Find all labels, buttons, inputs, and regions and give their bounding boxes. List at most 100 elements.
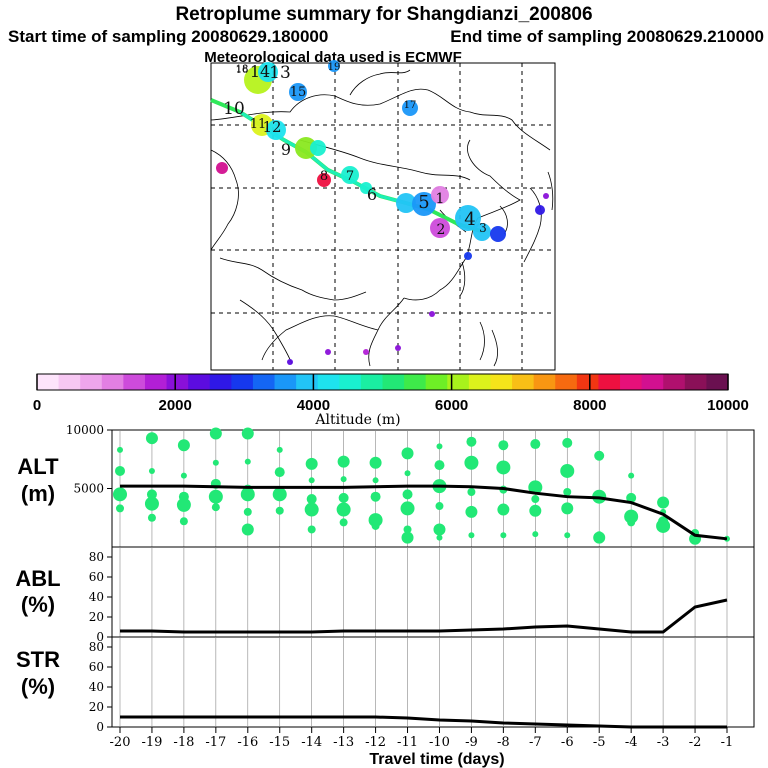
colorbar-cell xyxy=(166,374,189,390)
plume-dot xyxy=(412,192,436,216)
plume-dot xyxy=(490,226,506,242)
altitude-scatter-point xyxy=(208,489,223,504)
altitude-scatter-point xyxy=(627,518,636,527)
altitude-scatter-point xyxy=(562,437,573,448)
trajectory-day-label: 3 xyxy=(479,221,487,235)
colorbar-cell xyxy=(360,374,384,390)
altitude-scatter-point xyxy=(272,487,287,502)
colorbar-cell xyxy=(252,374,276,390)
plume-dot xyxy=(543,193,549,199)
altitude-scatter-point xyxy=(436,443,443,450)
altitude-scatter-point xyxy=(498,440,509,451)
colorbar-cell xyxy=(576,374,600,390)
plume-dot xyxy=(295,137,317,159)
altitude-scatter-point xyxy=(145,432,158,445)
colorbar-cell xyxy=(490,374,513,390)
plume-dot xyxy=(395,345,401,351)
y-tick-label: 60 xyxy=(89,660,104,674)
colorbar-cell xyxy=(663,374,686,390)
x-tick-label: -14 xyxy=(301,735,322,750)
altitude-scatter-point xyxy=(144,496,159,511)
trajectory-day-label: 4 xyxy=(464,209,475,230)
y-tick-label: 5000 xyxy=(73,482,104,496)
altitude-scatter-point xyxy=(370,491,381,502)
trajectory-day-label: 9 xyxy=(281,140,291,159)
colorbar-cell xyxy=(512,374,535,390)
plume-centroid-dots xyxy=(216,60,549,365)
series-line-alt xyxy=(120,484,728,541)
x-tick-label: -17 xyxy=(205,735,226,750)
x-tick-label: -11 xyxy=(397,735,418,750)
altitude-scatter-point xyxy=(244,458,251,465)
x-axis-label: Travel time (days) xyxy=(369,751,504,768)
altitude-scatter-point xyxy=(115,465,125,476)
x-tick-label: -9 xyxy=(465,735,478,750)
trajectory-day-label: 11 xyxy=(250,117,267,132)
colorbar-cell xyxy=(296,374,319,390)
colorbar-tick-label: 8000 xyxy=(573,397,606,414)
plume-dot xyxy=(287,359,293,365)
altitude-scatter-point xyxy=(372,477,379,484)
panel-label: (m) xyxy=(21,481,55,506)
altitude-scatter-point xyxy=(148,467,155,474)
colorbar-cell xyxy=(274,374,297,390)
colorbar-cell xyxy=(598,374,621,390)
altitude-scatter-point xyxy=(468,532,475,539)
plume-dot xyxy=(266,120,286,140)
altitude-scatter-point xyxy=(113,487,127,502)
panel-abl: 0 20 40 60 80 ABL(%) xyxy=(15,546,755,644)
x-tick-label: -6 xyxy=(561,735,574,750)
plume-dot xyxy=(402,100,418,116)
altitude-scatter-point xyxy=(146,489,157,500)
colorbar-cell xyxy=(101,374,124,390)
plume-dot xyxy=(325,349,331,355)
altitude-scatter-point xyxy=(369,456,382,469)
y-tick-label: 10000 xyxy=(66,423,104,437)
trajectory-day-label: 17 xyxy=(404,100,417,111)
panel-label: ABL xyxy=(15,566,60,591)
trajectory-day-label: 16 xyxy=(236,65,249,76)
altitude-scatter-point xyxy=(466,436,477,447)
altitude-scatter-point xyxy=(497,503,510,516)
altitude-scatter-point xyxy=(241,427,254,440)
plume-dot xyxy=(360,182,372,194)
x-tick-label: -3 xyxy=(657,735,670,750)
altitude-scatter-point xyxy=(496,460,511,475)
colorbar-cell xyxy=(425,374,448,390)
colorbar-cell xyxy=(447,374,470,390)
panel-label: ALT xyxy=(17,454,59,479)
altitude-scatter-point xyxy=(628,472,635,479)
map-frame xyxy=(210,62,556,371)
x-tick-label: -5 xyxy=(593,735,606,750)
x-tick-label: -13 xyxy=(333,735,354,750)
y-tick-label: 80 xyxy=(89,640,104,654)
altitude-scatter-point xyxy=(305,457,318,470)
x-tick-label: -19 xyxy=(141,735,162,750)
altitude-scatter-point xyxy=(340,476,347,483)
panel-label: (%) xyxy=(21,592,55,617)
altitude-scatter-point xyxy=(304,502,319,517)
altitude-scatter-point xyxy=(593,531,606,544)
colorbar-cell xyxy=(382,374,405,390)
plume-dot xyxy=(473,223,491,241)
panel-label: (%) xyxy=(21,674,55,699)
y-tick-label: 40 xyxy=(89,680,104,694)
series-line-abl xyxy=(120,598,728,634)
trajectory-day-label: 14 xyxy=(250,62,270,81)
altitude-scatter-point xyxy=(626,492,637,503)
trajectory-day-label: 8 xyxy=(320,169,328,184)
plume-dot xyxy=(341,166,359,184)
altitude-scatter-point xyxy=(339,518,348,527)
plume-dot xyxy=(310,140,326,156)
trajectory-day-label: 12 xyxy=(262,118,281,136)
altitude-scatter-point xyxy=(176,497,191,512)
trajectory-day-label: 19 xyxy=(328,62,341,73)
colorbar-cell xyxy=(620,374,643,390)
plume-dot xyxy=(258,62,278,82)
altitude-scatter-point xyxy=(467,488,476,497)
altitude-scatter-point xyxy=(404,470,411,477)
altitude-scatter-point xyxy=(563,488,572,497)
